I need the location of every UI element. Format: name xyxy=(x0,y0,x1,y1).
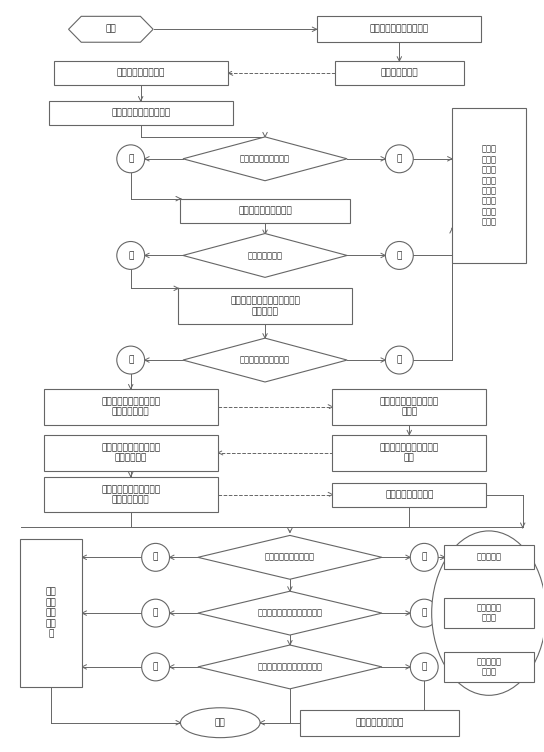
FancyBboxPatch shape xyxy=(181,199,350,223)
Text: 相应
的风
险提
示信
息: 相应 的风 险提 示信 息 xyxy=(46,588,57,638)
Polygon shape xyxy=(198,591,382,635)
Text: 是否通过环路相位检验: 是否通过环路相位检验 xyxy=(240,356,290,365)
Circle shape xyxy=(385,145,413,173)
FancyBboxPatch shape xyxy=(332,435,486,471)
Text: 环路电流时
域特性: 环路电流时 域特性 xyxy=(477,603,502,623)
FancyBboxPatch shape xyxy=(178,288,352,324)
Circle shape xyxy=(410,599,438,627)
Text: 输入合环线路的参数: 输入合环线路的参数 xyxy=(116,68,165,77)
Text: 是: 是 xyxy=(128,154,133,163)
Text: 是: 是 xyxy=(153,553,158,562)
Text: 设置合环操作点: 设置合环操作点 xyxy=(381,68,418,77)
Polygon shape xyxy=(183,234,347,277)
Text: 给出合
环路径
不检验
不合理
的原因
提示，
重新设
置参数: 给出合 环路径 不检验 不合理 的原因 提示， 重新设 置参数 xyxy=(481,145,496,226)
Ellipse shape xyxy=(432,531,544,696)
Text: 是: 是 xyxy=(128,251,133,260)
Text: 全网在线自动拓扑搜索: 全网在线自动拓扑搜索 xyxy=(238,206,292,215)
FancyBboxPatch shape xyxy=(317,17,481,42)
FancyBboxPatch shape xyxy=(444,545,534,569)
FancyBboxPatch shape xyxy=(44,477,218,513)
Text: 开始: 开始 xyxy=(106,25,116,34)
Text: 能够搜索到环路: 能够搜索到环路 xyxy=(248,251,282,260)
Text: 是: 是 xyxy=(153,663,158,672)
FancyBboxPatch shape xyxy=(332,389,486,425)
FancyBboxPatch shape xyxy=(44,389,218,425)
Circle shape xyxy=(141,653,170,681)
Polygon shape xyxy=(69,17,153,42)
Text: 否: 否 xyxy=(397,356,402,365)
FancyBboxPatch shape xyxy=(20,539,82,687)
Text: 合环点是否同电压等级: 合环点是否同电压等级 xyxy=(240,154,290,163)
FancyBboxPatch shape xyxy=(48,101,233,125)
Text: 通过合环路径检验，环路
拓扑展现和信息: 通过合环路径检验，环路 拓扑展现和信息 xyxy=(101,397,160,417)
Text: 否: 否 xyxy=(397,154,402,163)
Circle shape xyxy=(141,599,170,627)
Text: 否: 否 xyxy=(422,553,427,562)
Text: 输入线路保护电流整定值: 输入线路保护电流整定值 xyxy=(111,108,170,117)
Ellipse shape xyxy=(181,708,260,738)
Text: 合环点注入量修正，合环
后全网潮流计算: 合环点注入量修正，合环 后全网潮流计算 xyxy=(101,485,160,505)
Circle shape xyxy=(117,241,145,269)
FancyBboxPatch shape xyxy=(335,61,464,85)
FancyBboxPatch shape xyxy=(332,483,486,507)
FancyBboxPatch shape xyxy=(54,61,228,85)
Circle shape xyxy=(385,346,413,374)
Circle shape xyxy=(410,544,438,572)
Text: 利用全导纳阵来取合环端
口阻抗: 利用全导纳阵来取合环端 口阻抗 xyxy=(380,397,439,417)
Text: 合环后全网越限分析: 合环后全网越限分析 xyxy=(385,490,434,499)
Circle shape xyxy=(385,241,413,269)
Text: 否: 否 xyxy=(422,608,427,617)
Text: 否: 否 xyxy=(397,251,402,260)
FancyBboxPatch shape xyxy=(444,652,534,682)
Text: 合环路径是否跨大区域: 合环路径是否跨大区域 xyxy=(265,553,315,562)
Polygon shape xyxy=(183,338,347,382)
Text: 否: 否 xyxy=(422,663,427,672)
Text: 合环电流是否大于保护整定值: 合环电流是否大于保护整定值 xyxy=(257,608,323,617)
Text: 是: 是 xyxy=(153,608,158,617)
Text: 根据潮流结果和端口阻抗
计算合环电流: 根据潮流结果和端口阻抗 计算合环电流 xyxy=(101,443,160,462)
Circle shape xyxy=(117,145,145,173)
FancyBboxPatch shape xyxy=(300,710,459,735)
Text: 合环后越限
分析表: 合环后越限 分析表 xyxy=(477,657,502,677)
Circle shape xyxy=(410,653,438,681)
FancyBboxPatch shape xyxy=(452,108,526,263)
Polygon shape xyxy=(198,535,382,579)
Text: 合环后是否造成其它设备越限: 合环后是否造成其它设备越限 xyxy=(257,663,323,672)
FancyBboxPatch shape xyxy=(444,598,534,628)
Text: 取在线电网运行数据断面: 取在线电网运行数据断面 xyxy=(370,25,429,34)
Text: 合环无风险提示消息: 合环无风险提示消息 xyxy=(355,718,404,727)
Text: 结束: 结束 xyxy=(215,718,226,727)
Circle shape xyxy=(141,544,170,572)
Text: 合环路径变压器绕组接线方式
的相位检验: 合环路径变压器绕组接线方式 的相位检验 xyxy=(230,296,300,316)
Circle shape xyxy=(117,346,145,374)
Polygon shape xyxy=(183,137,347,180)
Text: 环路拓扑图: 环路拓扑图 xyxy=(477,553,502,562)
Polygon shape xyxy=(198,645,382,689)
Text: 是: 是 xyxy=(128,356,133,365)
Text: 在线电网数据的初始潮流
计算: 在线电网数据的初始潮流 计算 xyxy=(380,443,439,462)
FancyBboxPatch shape xyxy=(44,435,218,471)
